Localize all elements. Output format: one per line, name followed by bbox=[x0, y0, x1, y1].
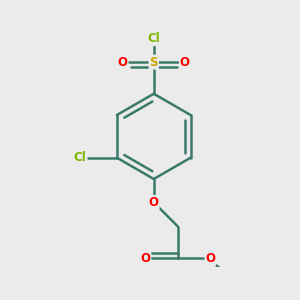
Text: Cl: Cl bbox=[74, 151, 87, 164]
Text: O: O bbox=[180, 56, 190, 69]
Text: O: O bbox=[149, 196, 159, 209]
Text: O: O bbox=[118, 56, 128, 69]
Text: S: S bbox=[149, 56, 158, 69]
Text: O: O bbox=[140, 252, 150, 265]
Text: Cl: Cl bbox=[147, 32, 160, 45]
Text: O: O bbox=[206, 252, 215, 265]
